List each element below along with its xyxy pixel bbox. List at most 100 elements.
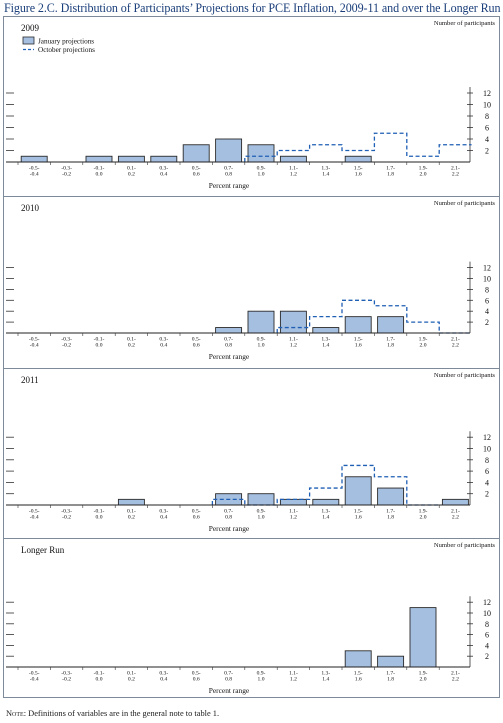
x-tick-label: 1.7- [386,337,395,343]
panel-title: Longer Run [21,545,65,555]
bar-january [312,327,340,334]
panel-frame-2009 [3,16,500,202]
y-tick-label: 12 [483,598,491,607]
bar-january [377,655,405,668]
x-tick-label: 0.7- [224,671,233,677]
x-tick-label: -0.4 [30,677,39,683]
bar-january [377,316,405,334]
x-tick-label: 0.4 [160,172,167,178]
x-tick-label: 0.1- [127,671,136,677]
x-tick-label: 0.1- [127,509,136,515]
bar-january [247,310,275,334]
x-tick-label: 0.0 [96,343,103,349]
x-tick-label: 0.1- [127,337,136,343]
y-axis-label: Number of participants [434,200,496,207]
bar-january [117,498,145,506]
x-tick-label: -0.5- [29,509,40,515]
x-tick-label: 1.4 [322,343,329,349]
x-tick-label: 0.4 [160,515,167,521]
x-tick-label: -0.2 [62,172,71,178]
y-axis-label: Number of participants [434,372,496,379]
x-tick-label: 2.0 [420,515,427,521]
x-tick-label: 1.1- [289,671,298,677]
x-tick-label: 1.8 [387,677,394,683]
x-tick-label: 2.0 [420,172,427,178]
x-tick-label: 1.0 [258,677,265,683]
x-tick-label: 1.3- [321,509,330,515]
x-tick-label: 0.2 [128,515,135,521]
x-tick-label: 0.8 [225,515,232,521]
y-tick-label: 4 [485,478,489,487]
figure-title: Figure 2.C. Distribution of Participants… [4,1,501,15]
x-tick-label: 1.8 [387,515,394,521]
x-tick-label: 1.6 [355,515,362,521]
bar-january [312,498,340,506]
y-tick-label: 8 [485,112,489,121]
x-tick-label: 2.0 [420,677,427,683]
legend-label-october: October projections [38,46,95,54]
x-tick-label: 0.3- [159,337,168,343]
x-tick-label: 0.3- [159,671,168,677]
y-tick-label: 10 [483,445,491,454]
bar-january [279,155,307,163]
x-tick-label: 2.1- [451,337,460,343]
y-tick-label: 12 [483,264,491,273]
x-tick-label: 1.3- [321,337,330,343]
x-tick-label: -0.4 [30,172,39,178]
x-tick-label: 1.1- [289,337,298,343]
x-tick-label: 0.6 [193,172,200,178]
x-tick-label: 1.9- [419,337,428,343]
x-tick-label: 1.4 [322,677,329,683]
x-tick-label: -0.3- [61,166,72,172]
x-tick-label: 0.5- [192,166,201,172]
x-tick-label: 1.1- [289,509,298,515]
x-tick-label: 2.0 [420,343,427,349]
y-tick-label: 10 [483,101,491,110]
x-tick-label: 1.5- [354,337,363,343]
x-tick-label: 0.2 [128,172,135,178]
y-tick-label: 2 [485,147,489,156]
x-tick-label: 1.0 [258,172,265,178]
y-tick-label: 8 [485,620,489,629]
x-tick-label: 2.2 [452,515,459,521]
y-tick-label: 4 [485,307,489,316]
y-tick-label: 6 [485,296,489,305]
x-tick-label: 1.6 [355,677,362,683]
y-tick-label: 6 [485,631,489,640]
x-tick-label: 1.6 [355,343,362,349]
panel-title: 2009 [21,23,40,33]
x-tick-label: 1.7- [386,509,395,515]
x-tick-label: 1.0 [258,343,265,349]
panel-frame-2010 [3,196,500,374]
x-tick-label: 0.7- [224,166,233,172]
bar-january [150,155,178,163]
x-tick-label: 0.9- [257,166,266,172]
x-tick-label: 1.9- [419,509,428,515]
y-tick-label: 4 [485,641,489,650]
x-tick-label: 0.5- [192,509,201,515]
x-tick-label: -0.1- [94,337,105,343]
x-tick-label: 0.3- [159,509,168,515]
x-tick-label: 1.2 [290,343,297,349]
bar-january [344,316,372,334]
x-tick-label: 0.7- [224,509,233,515]
bar-january [247,493,275,506]
bar-january [247,144,275,163]
x-axis-label: Percent range [209,181,250,190]
x-tick-label: -0.4 [30,515,39,521]
x-tick-label: 0.0 [96,677,103,683]
y-tick-label: 10 [483,609,491,618]
x-tick-label: 0.2 [128,677,135,683]
step-october [244,132,472,162]
x-tick-label: 0.9- [257,509,266,515]
x-tick-label: 0.9- [257,671,266,677]
x-tick-label: 2.2 [452,343,459,349]
y-axis-label: Number of participants [434,20,496,27]
panel-frame-2011 [3,368,500,540]
step-october [276,299,472,334]
x-tick-label: 1.5- [354,166,363,172]
x-tick-label: 1.2 [290,515,297,521]
x-tick-label: -0.2 [62,677,71,683]
x-tick-label: -0.2 [62,515,71,521]
